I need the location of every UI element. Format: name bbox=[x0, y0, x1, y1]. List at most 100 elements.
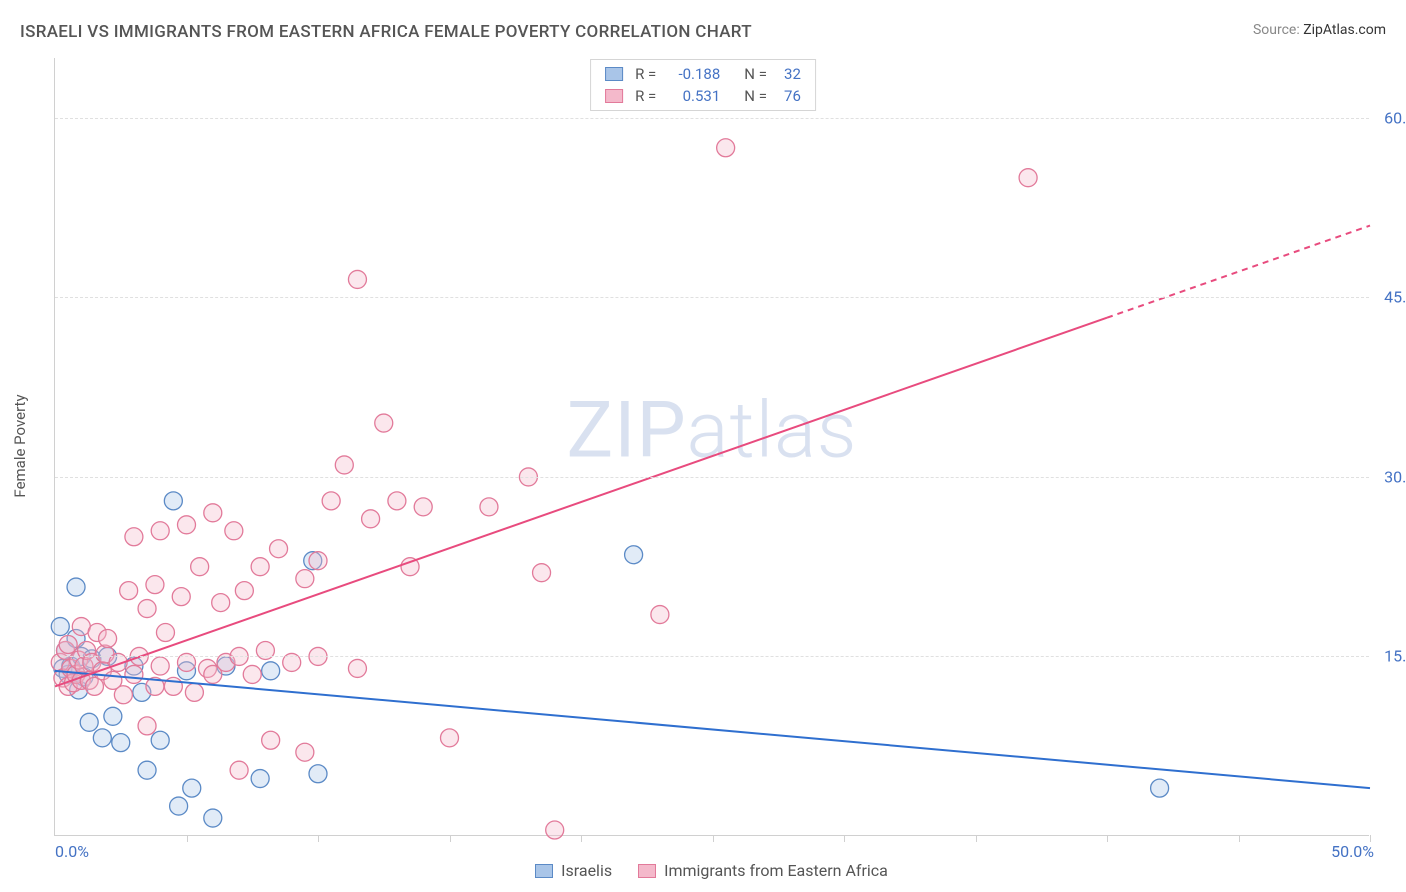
data-point bbox=[80, 713, 98, 731]
data-point bbox=[309, 552, 327, 570]
data-point bbox=[51, 618, 69, 636]
chart-plot-area: ZIPatlas 15.0%30.0%45.0%60.0%0.0%50.0% bbox=[54, 58, 1369, 836]
data-point bbox=[138, 717, 156, 735]
data-point bbox=[375, 414, 393, 432]
data-point bbox=[309, 765, 327, 783]
data-point bbox=[185, 683, 203, 701]
x-tick bbox=[581, 835, 582, 842]
x-tick bbox=[1370, 835, 1371, 842]
stats-legend-row: R =0.531N =76 bbox=[591, 85, 815, 107]
data-point bbox=[138, 600, 156, 618]
r-value: -0.188 bbox=[668, 65, 720, 83]
data-point bbox=[270, 540, 288, 558]
data-point bbox=[546, 821, 564, 839]
n-label: N = bbox=[744, 87, 767, 105]
data-point bbox=[146, 576, 164, 594]
data-point bbox=[296, 743, 314, 761]
data-point bbox=[251, 770, 269, 788]
data-point bbox=[59, 635, 77, 653]
data-point bbox=[235, 582, 253, 600]
legend-item: Immigrants from Eastern Africa bbox=[638, 861, 888, 880]
data-point bbox=[151, 522, 169, 540]
y-axis-label: Female Poverty bbox=[11, 394, 29, 497]
n-label: N = bbox=[744, 65, 767, 83]
legend-label: Israelis bbox=[561, 861, 612, 880]
data-point bbox=[99, 630, 117, 648]
x-tick bbox=[713, 835, 714, 842]
data-point bbox=[67, 578, 85, 596]
gridline bbox=[55, 118, 1369, 119]
data-point bbox=[243, 665, 261, 683]
legend-swatch bbox=[638, 864, 656, 878]
gridline bbox=[55, 297, 1369, 298]
x-tick-label: 0.0% bbox=[55, 842, 89, 861]
stats-legend-row: R = -0.188 N = 32 bbox=[591, 63, 815, 85]
data-point bbox=[156, 624, 174, 642]
y-tick-label: 45.0% bbox=[1384, 288, 1406, 307]
data-point bbox=[120, 582, 138, 600]
data-point bbox=[114, 686, 132, 704]
data-point bbox=[1151, 779, 1169, 797]
legend-label: Immigrants from Eastern Africa bbox=[664, 861, 888, 880]
data-point bbox=[212, 594, 230, 612]
data-point bbox=[138, 761, 156, 779]
data-point bbox=[262, 662, 280, 680]
data-point bbox=[480, 498, 498, 516]
x-tick-label: 50.0% bbox=[1331, 842, 1374, 861]
data-point bbox=[125, 665, 143, 683]
data-point bbox=[151, 731, 169, 749]
r-label: R = bbox=[635, 65, 656, 83]
data-point bbox=[335, 456, 353, 474]
data-point bbox=[225, 522, 243, 540]
data-point bbox=[191, 558, 209, 576]
legend-swatch bbox=[605, 89, 623, 103]
n-value: 76 bbox=[777, 87, 801, 105]
data-point bbox=[151, 657, 169, 675]
x-tick bbox=[1239, 835, 1240, 842]
data-point bbox=[717, 139, 735, 157]
data-point bbox=[414, 498, 432, 516]
source-value: ZipAtlas.com bbox=[1303, 22, 1386, 38]
x-tick bbox=[976, 835, 977, 842]
scatter-svg bbox=[55, 58, 1369, 835]
data-point bbox=[388, 492, 406, 510]
data-point bbox=[362, 510, 380, 528]
data-point bbox=[348, 270, 366, 288]
data-point bbox=[172, 588, 190, 606]
data-point bbox=[348, 659, 366, 677]
data-point bbox=[104, 707, 122, 725]
x-tick bbox=[187, 835, 188, 842]
x-tick bbox=[1107, 835, 1108, 842]
data-point bbox=[93, 729, 111, 747]
source-attribution: Source: ZipAtlas.com bbox=[1253, 22, 1386, 38]
data-point bbox=[251, 558, 269, 576]
x-tick bbox=[450, 835, 451, 842]
data-point bbox=[296, 570, 314, 588]
y-tick-label: 30.0% bbox=[1384, 467, 1406, 486]
data-point bbox=[164, 492, 182, 510]
y-tick-label: 15.0% bbox=[1384, 647, 1406, 666]
legend-swatch bbox=[605, 67, 623, 81]
data-point bbox=[625, 546, 643, 564]
data-point bbox=[533, 564, 551, 582]
trend-line bbox=[55, 318, 1107, 687]
data-point bbox=[1019, 169, 1037, 187]
x-tick bbox=[844, 835, 845, 842]
legend-swatch bbox=[535, 864, 553, 878]
series-legend: Israelis Immigrants from Eastern Africa bbox=[54, 861, 1369, 880]
legend-item: Israelis bbox=[535, 861, 612, 880]
data-point bbox=[178, 516, 196, 534]
r-label: R = bbox=[635, 87, 656, 105]
data-point bbox=[651, 606, 669, 624]
data-point bbox=[204, 504, 222, 522]
data-point bbox=[230, 761, 248, 779]
data-point bbox=[262, 731, 280, 749]
data-point bbox=[441, 729, 459, 747]
data-point bbox=[183, 779, 201, 797]
data-point bbox=[170, 797, 188, 815]
n-value: 32 bbox=[777, 65, 801, 83]
stats-legend: R =-0.188N =32R =0.531N =76 bbox=[590, 59, 816, 111]
y-tick-label: 60.0% bbox=[1384, 108, 1406, 127]
trend-line-dashed bbox=[1107, 226, 1370, 318]
data-point bbox=[112, 734, 130, 752]
